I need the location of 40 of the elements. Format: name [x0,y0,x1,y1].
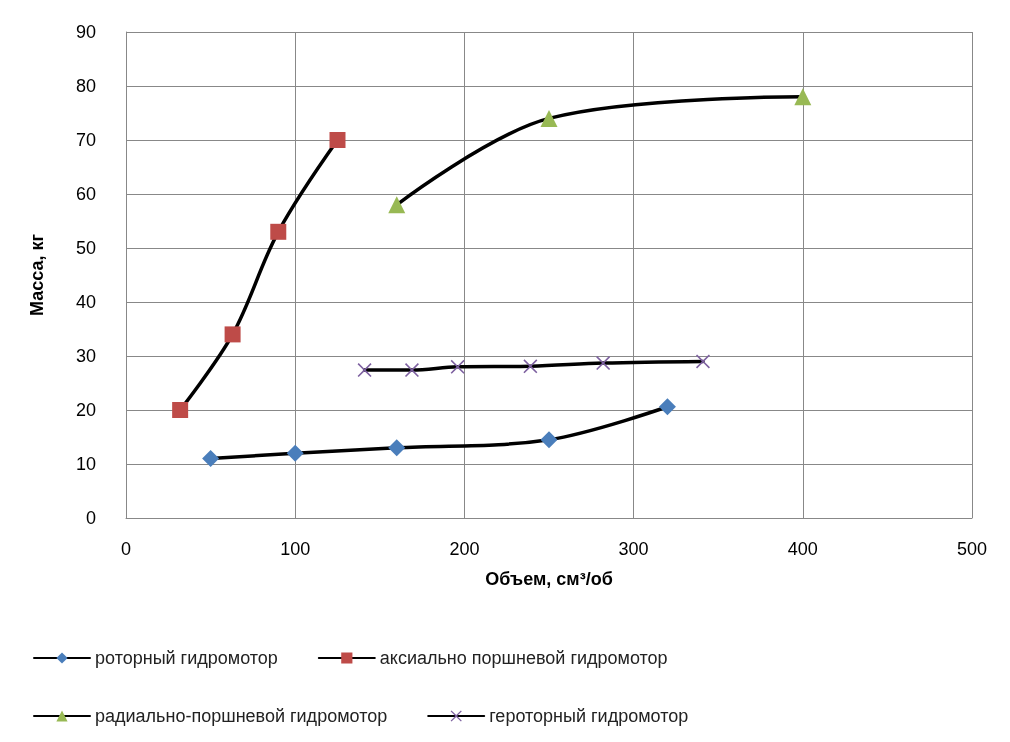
point [224,326,241,343]
point [286,444,304,462]
legend-label: аксиально поршневой гидромотор [379,648,668,668]
y-tick-label: 70 [75,130,96,150]
y-axis-title: Масса, кг [27,233,47,316]
point [388,196,406,214]
x-tick-label: 100 [280,539,311,559]
x-axis-title: Объем, см³/об [485,569,613,589]
point [202,450,220,468]
x-tick-label: 300 [618,539,649,559]
point [695,354,710,369]
legend-label: героторный гидромотор [489,706,689,726]
x-tick-label: 400 [787,539,818,559]
point [357,363,372,378]
point [794,88,812,106]
point [270,223,287,240]
legend-label: роторный гидромотор [95,648,278,668]
y-tick-label: 80 [75,76,96,96]
legend-label: радиально-поршневой гидромотор [95,706,388,726]
x-tick-label: 500 [956,539,988,559]
y-tick-label: 0 [85,508,96,528]
point [540,109,558,127]
x-tick-label: 200 [449,539,480,559]
point [540,431,558,449]
x-tick-label: 0 [120,539,132,559]
point [596,356,611,371]
y-tick-label: 30 [75,346,96,366]
point [329,132,346,148]
y-tick-label: 40 [75,292,96,312]
point [388,439,406,457]
point [523,359,538,374]
point [172,402,189,418]
y-tick-label: 20 [75,400,96,420]
y-tick-label: 60 [75,184,96,204]
point [658,398,676,416]
point [450,359,465,374]
y-tick-label: 10 [75,454,96,474]
y-tick-label: 90 [75,22,96,42]
point [404,363,419,378]
y-tick-label: 50 [75,238,96,258]
